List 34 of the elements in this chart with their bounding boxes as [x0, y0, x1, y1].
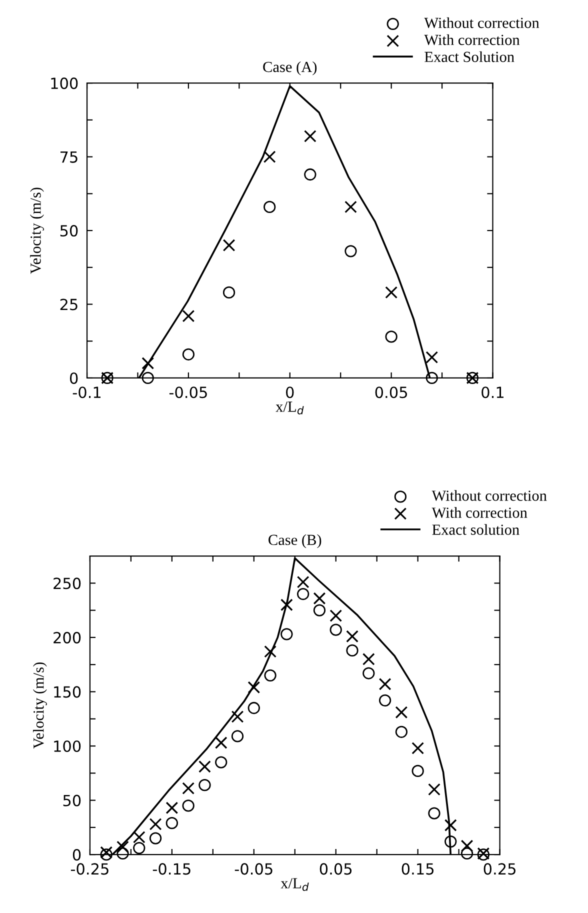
y-tick-label: 75 — [60, 151, 78, 163]
x-axis-title: x/L$_{d}$ — [276, 402, 304, 414]
y-axis-title: Velocity (m/s) — [30, 188, 44, 274]
x-tick-label: -0.05 — [234, 863, 272, 875]
y-tick-label: 200 — [54, 632, 81, 644]
chart-title: Case (B) — [268, 534, 322, 548]
x-tick-label: 0.25 — [484, 863, 516, 875]
x-tick-label: 0.05 — [320, 863, 352, 875]
x-tick-label: -0.1 — [72, 386, 101, 398]
y-tick-label: 100 — [51, 78, 78, 90]
y-tick-label: 0 — [70, 372, 78, 384]
x-tick-label: 0 — [286, 386, 294, 398]
x-tick-label: 0.05 — [375, 386, 407, 398]
legend-label: Without correction — [432, 490, 547, 501]
y-tick-label: 50 — [63, 794, 81, 806]
chart-title: Case (A) — [263, 61, 317, 76]
y-tick-label: 0 — [72, 849, 81, 861]
y-tick-label: 50 — [60, 225, 78, 237]
x-tick-label: -0.25 — [70, 863, 108, 875]
x-tick-label: -0.05 — [169, 386, 207, 398]
y-tick-label: 250 — [54, 578, 81, 590]
y-tick-label: 100 — [54, 740, 81, 752]
x-axis-title: x/L$_{d}$ — [280, 878, 309, 891]
x-tick-label: 0.1 — [482, 386, 504, 398]
x-tick-label: 0.15 — [402, 863, 434, 875]
legend-label: With correction — [424, 34, 520, 46]
legend-label: Exact Solution — [424, 51, 514, 62]
legend-label: Exact solution — [432, 524, 520, 535]
x-tick-label: -0.15 — [152, 863, 190, 875]
y-axis-title: Velocity (m/s) — [33, 662, 47, 749]
legend-label: Without correction — [424, 17, 540, 28]
legend-label: With correction — [432, 507, 528, 518]
y-tick-label: 25 — [60, 298, 78, 310]
y-tick-label: 150 — [54, 686, 81, 698]
